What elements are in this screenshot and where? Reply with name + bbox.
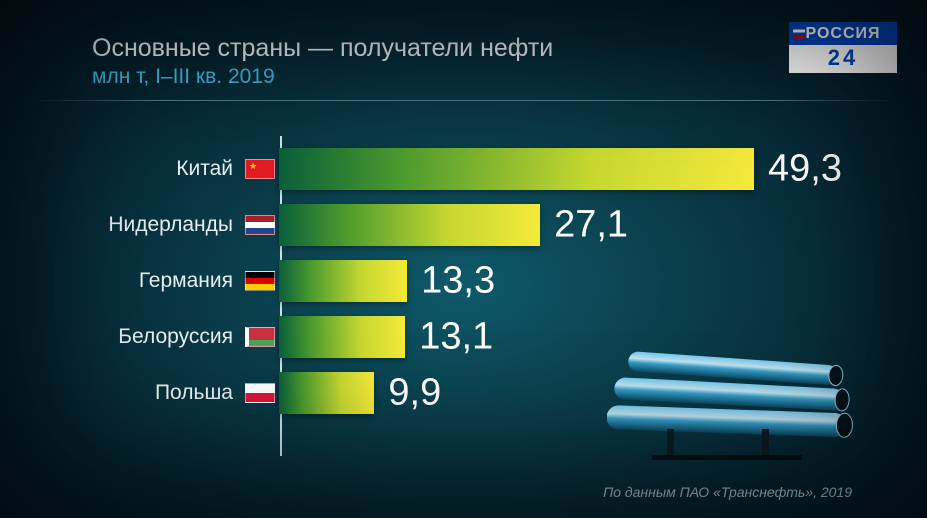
chart-row: Белоруссия 13,1 bbox=[50, 316, 887, 358]
country-label: Белоруссия bbox=[50, 325, 245, 349]
chart-row: Китай★ 49,3 bbox=[50, 148, 887, 190]
country-flag-icon bbox=[245, 327, 275, 347]
bar-value: 13,3 bbox=[421, 260, 495, 303]
country-label: Китай bbox=[50, 157, 245, 181]
country-label: Нидерланды bbox=[50, 213, 245, 237]
chart-row: Германия 13,3 bbox=[50, 260, 887, 302]
country-flag-icon bbox=[245, 215, 275, 235]
bar bbox=[279, 316, 405, 358]
channel-logo: РОССИЯ 24 bbox=[789, 22, 897, 70]
ru-flag-icon bbox=[793, 29, 805, 38]
chart-row: Нидерланды 27,1 bbox=[50, 204, 887, 246]
header-rule bbox=[28, 100, 899, 101]
country-label: Польша bbox=[50, 381, 245, 405]
country-label: Германия bbox=[50, 269, 245, 293]
country-flag-icon: ★ bbox=[245, 159, 275, 179]
logo-text-top: РОССИЯ bbox=[805, 25, 880, 42]
bar bbox=[279, 260, 407, 302]
chart-row: Польша 9,9 bbox=[50, 372, 887, 414]
country-flag-icon bbox=[245, 271, 275, 291]
bar bbox=[279, 204, 540, 246]
chart-subtitle: млн т, I–III кв. 2019 bbox=[92, 65, 553, 89]
data-source: По данным ПАО «Транснефть», 2019 bbox=[603, 484, 852, 500]
chart-title: Основные страны — получатели нефти bbox=[92, 34, 553, 63]
bar-value: 49,3 bbox=[768, 148, 842, 191]
bar bbox=[279, 372, 374, 414]
country-flag-icon bbox=[245, 383, 275, 403]
bar-container: 13,3 bbox=[279, 260, 887, 302]
chart-header: Основные страны — получатели нефти млн т… bbox=[92, 34, 553, 89]
bar-container: 13,1 bbox=[279, 316, 887, 358]
bar-value: 9,9 bbox=[388, 372, 441, 415]
bar-value: 13,1 bbox=[419, 316, 493, 359]
bar-container: 27,1 bbox=[279, 204, 887, 246]
logo-text-bottom: 24 bbox=[789, 45, 897, 73]
logo-top: РОССИЯ bbox=[789, 22, 897, 45]
bar bbox=[279, 148, 754, 190]
bar-chart: Китай★ 49,3 Нидерланды 27,1 Германия 13,3 Бело… bbox=[50, 148, 887, 448]
bar-value: 27,1 bbox=[554, 204, 628, 247]
bar-container: 9,9 bbox=[279, 372, 887, 414]
bar-container: 49,3 bbox=[279, 148, 887, 190]
